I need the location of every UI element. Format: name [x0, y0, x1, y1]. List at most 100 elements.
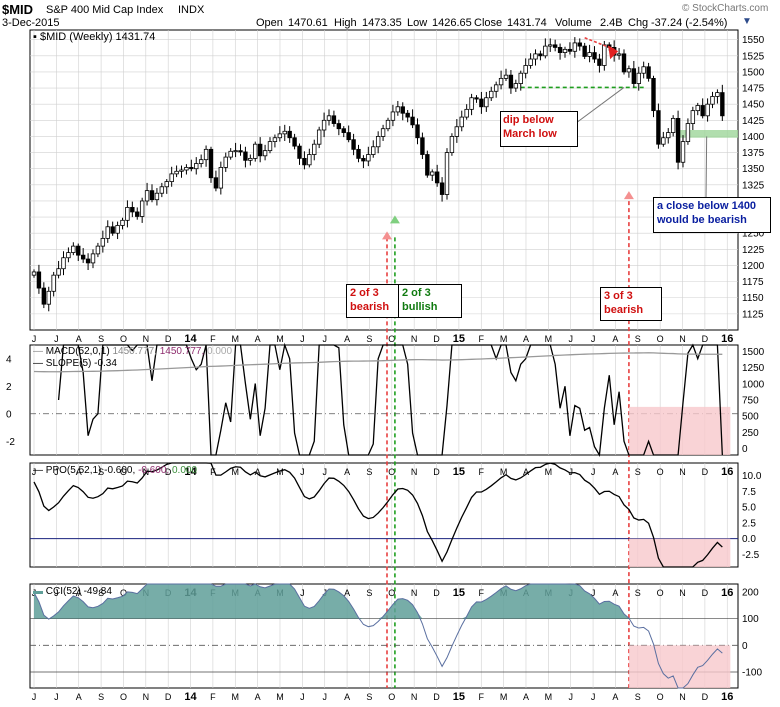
- month-tick-label: J: [300, 334, 305, 344]
- month-tick-label: A: [523, 334, 529, 344]
- month-tick-label: 14: [184, 333, 197, 345]
- macd-left-tick: 2: [6, 382, 12, 393]
- candle-body: [149, 190, 155, 201]
- month-tick-label: D: [433, 467, 440, 477]
- panel-price: [29, 29, 739, 331]
- month-tick-label: S: [635, 467, 641, 477]
- month-tick-label: M: [545, 692, 553, 702]
- volume-label: Volume: [555, 17, 592, 29]
- candle-body: [110, 226, 115, 234]
- legend-swatch-icon: ▪: [33, 31, 37, 43]
- candle-body: [154, 192, 160, 201]
- month-tick-label: N: [411, 692, 418, 702]
- candle-body: [66, 252, 71, 259]
- month-tick-label: A: [523, 467, 529, 477]
- cci-tick-label: 100: [742, 614, 759, 625]
- candle-body: [351, 139, 356, 150]
- candle-body: [503, 74, 509, 79]
- month-tick-label: J: [300, 588, 305, 598]
- month-tick-label: N: [143, 692, 150, 702]
- candle-body: [95, 245, 101, 255]
- dropdown-arrow-icon[interactable]: ▼: [742, 16, 752, 27]
- ppo-tick-label: -2.5: [742, 550, 760, 561]
- month-tick-label: S: [366, 334, 372, 344]
- cci-bear-zone: [628, 645, 731, 688]
- month-tick-label: D: [433, 692, 440, 702]
- candle-body: [626, 68, 632, 73]
- candle-body: [321, 119, 327, 131]
- price-tick-label: 1500: [742, 67, 765, 78]
- month-tick-label: D: [433, 588, 440, 598]
- cci-overbought-fill: [34, 584, 723, 619]
- macd-legend-d: 0.000: [207, 346, 233, 357]
- macd-legend-b: 1450.777,: [112, 346, 157, 357]
- bearish-triangle: [623, 191, 634, 200]
- ppo-tick-label: 0.0: [742, 534, 756, 545]
- candle-body: [631, 68, 637, 84]
- close-below-pointer: [705, 136, 708, 201]
- candle-body: [479, 98, 484, 108]
- ppo-bear-zone: [628, 538, 731, 567]
- candle-body: [685, 123, 691, 143]
- candle-body: [326, 115, 332, 121]
- ppo-tick-label: 2.5: [742, 518, 756, 529]
- month-tick-label: O: [120, 334, 127, 344]
- price-tick-label: 1475: [742, 84, 765, 95]
- symbol: $MID: [2, 2, 34, 17]
- candle-body: [272, 137, 278, 143]
- month-tick-label: 14: [184, 466, 197, 478]
- month-tick-label: S: [635, 334, 641, 344]
- candle-body: [557, 47, 563, 53]
- watermark: © StockCharts.com: [682, 3, 769, 14]
- ppo-line: [33, 462, 723, 568]
- candle-body: [715, 92, 720, 97]
- candle-body: [76, 245, 81, 256]
- candle-body: [700, 105, 705, 117]
- price-tick-label: 1150: [742, 293, 764, 304]
- month-tick-label: J: [322, 467, 327, 477]
- month-tick-label: O: [657, 334, 664, 344]
- macd-swatch-icon: —: [33, 346, 43, 357]
- candle-body: [130, 207, 135, 213]
- month-tick-label: D: [702, 467, 709, 477]
- month-tick-label: J: [568, 692, 573, 702]
- candle-body: [548, 44, 553, 47]
- month-tick-label: A: [344, 467, 350, 477]
- candle-body: [223, 156, 228, 168]
- price-tick-label: 1125: [742, 309, 764, 320]
- month-tick-label: 16: [721, 333, 733, 345]
- macd-right-tick: 1250: [742, 363, 765, 374]
- cci-legend: ▬ CCI(52) -49.84: [33, 586, 112, 597]
- candle-body: [484, 97, 489, 108]
- month-tick-label: N: [679, 692, 686, 702]
- month-tick-label: A: [612, 692, 618, 702]
- candle-body: [233, 150, 238, 153]
- month-tick-label: J: [54, 588, 59, 598]
- candle-body: [36, 271, 42, 289]
- month-tick-label: M: [500, 334, 508, 344]
- month-tick-label: N: [411, 467, 418, 477]
- month-tick-label: M: [545, 467, 553, 477]
- month-tick-label: M: [232, 467, 240, 477]
- candle-body: [543, 45, 548, 57]
- month-tick-label: D: [702, 588, 709, 598]
- month-tick-label: 16: [721, 587, 733, 599]
- candle-body: [562, 48, 568, 53]
- month-tick-label: 15: [453, 587, 465, 599]
- month-tick-label: O: [388, 467, 395, 477]
- macd-right-tick: 750: [742, 396, 759, 407]
- bearish-triangle: [382, 231, 392, 240]
- candle-body: [366, 154, 371, 162]
- month-tick-label: O: [120, 588, 127, 598]
- candle-body: [666, 132, 671, 139]
- month-tick-label: D: [433, 334, 440, 344]
- month-tick-label: A: [76, 467, 82, 477]
- month-tick-label: J: [32, 467, 37, 477]
- candle-body: [616, 53, 622, 56]
- candle-body: [174, 170, 179, 175]
- month-tick-label: S: [635, 588, 641, 598]
- candle-body: [356, 148, 361, 159]
- candle-body: [449, 136, 455, 153]
- month-tick-label: D: [702, 692, 709, 702]
